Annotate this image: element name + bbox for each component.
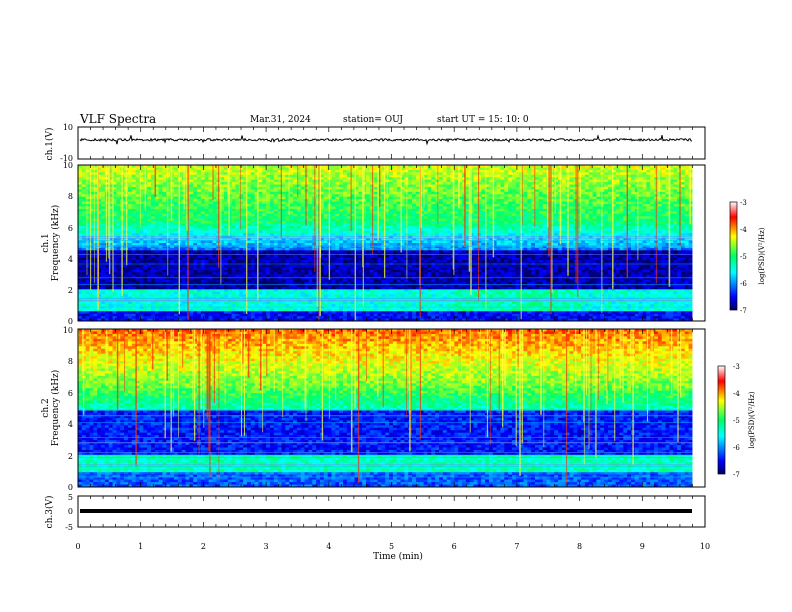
- ch1-spectrogram-ylabel-channel: ch.1: [41, 233, 51, 252]
- ch3-waveform-ylabel: ch.3(V): [44, 496, 55, 529]
- ch1-spectrogram-ylabel-freq: Frequency (kHz): [50, 205, 61, 282]
- ch1-cbar-tick-7: -7: [740, 307, 747, 315]
- ch1-ytick-top: 10: [63, 123, 73, 132]
- xtick-1: 1: [138, 542, 143, 551]
- xtick-4: 4: [326, 542, 331, 551]
- ch1-spectrogram-panel: 0 2 4 6 8 10 ch.1 Frequency (kHz): [41, 161, 706, 326]
- ch1-waveform-trace: [79, 134, 692, 146]
- ch3-ytick-minus5: -5: [65, 523, 73, 532]
- ch2-colorbar-label: log(PSD)(V²/Hz): [748, 391, 756, 448]
- ch1-spectrogram-y-ticks: 0 2 4 6 8 10: [63, 161, 73, 326]
- ch3-waveform-trace: [80, 509, 692, 513]
- ch1-spectrogram-heatmap: [78, 165, 705, 321]
- ch1-waveform-panel: 10 -10 ch.1(V): [44, 123, 706, 163]
- xtick-6: 6: [452, 542, 457, 551]
- ch3-waveform-x-ticks: [77, 496, 706, 527]
- header-station: station= OUJ: [343, 115, 403, 125]
- ch2-cbar-tick-4: -4: [733, 390, 740, 398]
- xtick-9: 9: [640, 542, 645, 551]
- ch2-cbar-tick-6: -6: [733, 444, 740, 452]
- ch3-waveform-panel: 5 0 -5 ch.3(V): [44, 493, 706, 532]
- ch2-spectrogram-panel: 0 2 4 6 8 10 ch.2 Frequency (kHz): [41, 326, 706, 492]
- xtick-10: 10: [700, 542, 710, 551]
- x-axis-tick-labels: 0 1 2 3 4 5 6 7 8 9 10: [75, 542, 710, 551]
- xtick-8: 8: [577, 542, 582, 551]
- ch1-cbar-tick-4: -4: [740, 226, 747, 234]
- xtick-7: 7: [514, 542, 519, 551]
- ch2-ytick-10: 10: [63, 326, 73, 335]
- ch1-waveform-ylabel: ch.1(V): [44, 128, 55, 161]
- ch1-ytick-10: 10: [63, 161, 73, 170]
- ch1-ytick-bottom: -10: [60, 154, 73, 163]
- xtick-5: 5: [389, 542, 394, 551]
- ch2-spectrogram-heatmap: [78, 329, 705, 487]
- ch1-spectrogram-x-ticks: [77, 165, 706, 321]
- ch1-ytick-6: 6: [68, 224, 73, 233]
- ch1-cbar-tick-3: -3: [740, 199, 747, 207]
- header-date: Mar.31, 2024: [250, 115, 311, 125]
- ch2-ytick-8: 8: [68, 357, 73, 366]
- ch2-cbar-tick-7: -7: [733, 471, 740, 479]
- ch1-cbar-tick-6: -6: [740, 280, 747, 288]
- ch2-spectrogram-ylabel-freq: Frequency (kHz): [50, 370, 61, 447]
- ch2-ytick-4: 4: [68, 420, 73, 429]
- figure-title: VLF Spectra: [79, 112, 156, 126]
- ch3-ytick-5: 5: [68, 493, 73, 502]
- ch1-cbar-tick-5: -5: [740, 253, 747, 261]
- ch2-colorbar: -3 -4 -5 -6 -7 log(PSD)(V²/Hz): [717, 363, 756, 479]
- ch3-ytick-0: 0: [68, 507, 73, 516]
- ch2-spectrogram-x-ticks: [77, 329, 706, 487]
- xtick-2: 2: [201, 542, 206, 551]
- ch1-colorbar-label: log(PSD)(V²/Hz): [758, 227, 766, 284]
- ch1-ytick-4: 4: [68, 255, 73, 264]
- ch2-spectrogram-y-ticks: 0 2 4 6 8 10: [63, 326, 73, 492]
- xtick-0: 0: [75, 542, 80, 551]
- ch2-ytick-0: 0: [68, 483, 73, 492]
- ch2-cbar-tick-3: -3: [733, 363, 740, 371]
- ch1-colorbar: -3 -4 -5 -6 -7 log(PSD)(V²/Hz): [729, 199, 766, 315]
- xtick-3: 3: [264, 542, 269, 551]
- ch1-ytick-2: 2: [68, 286, 73, 295]
- ch1-ytick-8: 8: [68, 192, 73, 201]
- ch2-cbar-tick-5: -5: [733, 417, 740, 425]
- ch1-ytick-0: 0: [68, 317, 73, 326]
- x-axis-label: Time (min): [373, 551, 423, 562]
- ch2-ytick-6: 6: [68, 389, 73, 398]
- ch2-spectrogram-ylabel-channel: ch.2: [41, 398, 51, 417]
- ch2-ytick-2: 2: [68, 452, 73, 461]
- ch1-waveform-x-ticks: [77, 127, 706, 159]
- header-start-time: start UT = 15: 10: 0: [437, 115, 529, 125]
